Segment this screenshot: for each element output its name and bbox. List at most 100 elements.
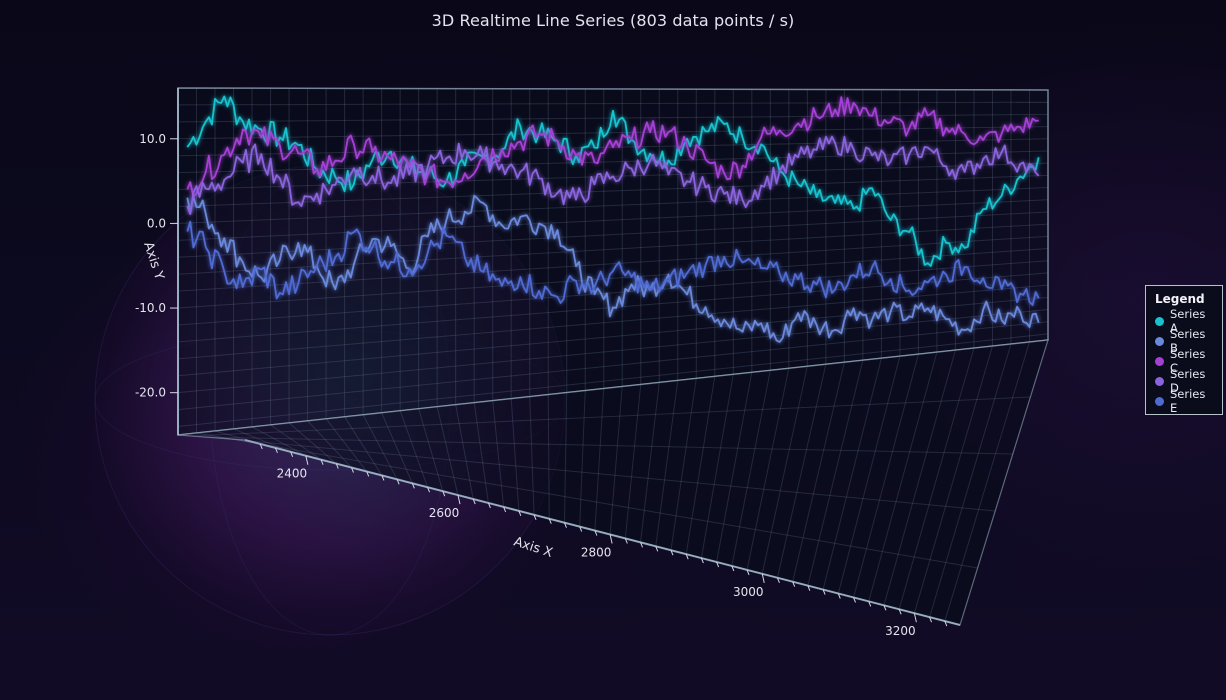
legend-marker-icon — [1155, 396, 1164, 406]
x-tick-label: 2400 — [277, 467, 308, 481]
grid-line-floor — [492, 400, 505, 507]
x-tick-mark — [746, 569, 750, 576]
grid-line-floor — [898, 347, 975, 610]
x-tick-label: 3000 — [733, 585, 764, 599]
grid-line-floor — [746, 368, 790, 570]
x-tick-mark — [822, 589, 826, 595]
x-tick-mark — [518, 510, 522, 517]
grid-line-floor — [399, 410, 429, 488]
grid-line-horizontal — [177, 296, 1049, 377]
grid-line-horizontal — [177, 284, 1049, 360]
grid-line-floor — [455, 404, 474, 500]
legend-item[interactable]: Series E — [1155, 387, 1214, 415]
x-tick-label: 3200 — [885, 624, 916, 638]
x-tick-mark — [503, 506, 507, 513]
legend-marker-icon — [1155, 336, 1164, 346]
grid-line-floor — [547, 394, 550, 519]
x-tick-mark — [290, 451, 294, 457]
grid-line-floor — [716, 372, 753, 563]
x-tick-mark — [685, 553, 689, 560]
grid-line-floor — [731, 370, 771, 567]
grid-line-floor — [776, 364, 827, 578]
grid-line-floor — [792, 362, 845, 582]
grid-line-floor — [196, 432, 261, 445]
grid-line-floor — [307, 420, 352, 468]
series-line-series-c — [186, 96, 1039, 198]
legend-item[interactable]: Series D — [1155, 367, 1214, 395]
x-axis-line — [244, 439, 961, 626]
x-tick-mark — [761, 573, 765, 583]
grid-line-floor — [214, 430, 276, 449]
x-tick-mark — [335, 463, 339, 469]
grid-line-horizontal — [177, 87, 1049, 91]
y-tick-label: 0.0 — [147, 216, 166, 230]
x-tick-mark — [594, 530, 598, 536]
grid-line-floor — [579, 390, 586, 527]
grid-line-floor — [344, 416, 383, 476]
legend-title: Legend — [1155, 292, 1205, 306]
grid-line-floor — [563, 392, 568, 523]
x-tick-mark — [366, 471, 370, 477]
x-tick-mark — [396, 479, 400, 485]
legend-item[interactable]: Series C — [1155, 347, 1214, 375]
x-tick-mark — [898, 609, 902, 615]
grid-line-floor — [761, 366, 808, 574]
x-tick-mark — [655, 546, 659, 552]
x-tick-mark — [274, 447, 278, 454]
x-tick-mark — [609, 534, 613, 544]
grid-line-horizontal — [177, 235, 1049, 292]
grid-line-horizontal — [177, 187, 1049, 224]
grid-line-floor — [473, 402, 489, 504]
grid-line-floor — [929, 343, 1012, 618]
grid-line-floor — [436, 406, 459, 496]
grid-line-horizontal — [177, 321, 1049, 411]
x-tick-mark — [624, 538, 628, 544]
x-tick-mark — [731, 565, 735, 572]
grid-line-horizontal — [177, 309, 1049, 394]
series-line-series-b — [186, 194, 1040, 343]
legend-item[interactable]: Series A — [1155, 307, 1214, 335]
legend-marker-icon — [1155, 376, 1164, 386]
x-tick-mark — [351, 467, 354, 473]
x-tick-mark — [548, 518, 552, 524]
grid-line-horizontal — [177, 211, 1049, 258]
series-line-series-d — [186, 135, 1040, 215]
series-line-series-e — [186, 220, 1040, 306]
x-tick-mark — [913, 613, 917, 623]
grid-line-depth — [191, 396, 1031, 437]
plot-walls — [177, 87, 1049, 626]
x-tick-mark — [670, 550, 674, 556]
grid-line-floor — [233, 428, 291, 453]
grid-line-floor — [510, 398, 520, 511]
x-tick-mark — [533, 514, 537, 520]
grid-line-floor — [594, 388, 605, 531]
x-tick-mark — [457, 494, 461, 505]
x-tick-mark — [442, 490, 446, 497]
grid-line-floor — [609, 386, 623, 535]
grid-line-floor — [325, 418, 368, 472]
grid-line-floor — [418, 408, 444, 492]
grid-line-depth — [204, 436, 1013, 455]
series-layer — [186, 95, 1040, 343]
grid-line-horizontal — [177, 126, 1049, 140]
grid-line-floor — [685, 376, 716, 555]
x-tick-mark — [320, 459, 324, 465]
y-tick-label: -20.0 — [135, 386, 166, 400]
grid-line-floor — [868, 351, 938, 602]
x-tick-mark — [868, 601, 872, 607]
legend-item[interactable]: Series B — [1155, 327, 1214, 355]
legend-item-label: Series A — [1170, 307, 1206, 335]
x-tick-mark — [305, 455, 309, 465]
x-axis-title: Axis X — [512, 534, 555, 561]
grid-line-horizontal — [177, 333, 1049, 428]
x-tick-mark — [411, 483, 415, 489]
x-tick-mark — [427, 487, 431, 493]
legend-item-label: Series B — [1170, 327, 1206, 355]
chart-title: 3D Realtime Line Series (803 data points… — [431, 11, 795, 30]
grid-line-floor — [362, 414, 398, 480]
grid-line-floor — [913, 345, 993, 614]
legend-item-label: Series D — [1170, 367, 1206, 395]
grid-line-horizontal — [177, 199, 1049, 241]
